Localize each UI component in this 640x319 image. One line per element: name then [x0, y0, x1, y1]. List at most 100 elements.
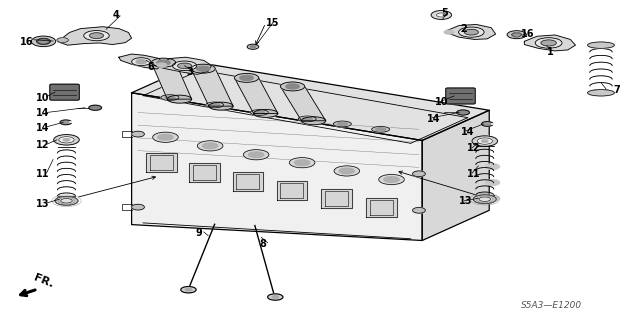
Ellipse shape	[63, 138, 70, 141]
Text: 11: 11	[467, 169, 481, 179]
Ellipse shape	[250, 46, 255, 48]
Text: 7: 7	[614, 85, 621, 95]
Text: 16: 16	[521, 29, 534, 39]
Ellipse shape	[158, 134, 173, 140]
Ellipse shape	[376, 128, 386, 131]
Ellipse shape	[161, 95, 179, 100]
Ellipse shape	[248, 152, 264, 158]
Ellipse shape	[59, 137, 74, 143]
Text: 2: 2	[461, 24, 467, 34]
Polygon shape	[280, 86, 326, 121]
Text: S5A3—E1200: S5A3—E1200	[520, 301, 582, 310]
Ellipse shape	[157, 60, 170, 65]
Ellipse shape	[333, 121, 351, 127]
Text: 6: 6	[148, 63, 154, 72]
Ellipse shape	[84, 31, 109, 41]
Ellipse shape	[444, 30, 454, 34]
Polygon shape	[422, 110, 489, 241]
Ellipse shape	[234, 73, 259, 82]
Ellipse shape	[372, 126, 390, 132]
Text: 1: 1	[547, 47, 554, 56]
Ellipse shape	[272, 296, 278, 298]
Polygon shape	[157, 57, 211, 74]
Ellipse shape	[384, 177, 399, 182]
Ellipse shape	[132, 204, 145, 210]
Ellipse shape	[205, 102, 223, 108]
Ellipse shape	[459, 27, 484, 37]
Ellipse shape	[289, 158, 315, 168]
Text: 14: 14	[461, 127, 474, 137]
Ellipse shape	[168, 95, 191, 103]
Ellipse shape	[436, 13, 446, 17]
Text: 5: 5	[442, 8, 448, 19]
Polygon shape	[189, 163, 220, 182]
Text: FR.: FR.	[33, 273, 56, 290]
Ellipse shape	[481, 122, 493, 126]
Polygon shape	[147, 153, 177, 172]
Text: 11: 11	[36, 169, 49, 179]
Ellipse shape	[55, 196, 78, 205]
Ellipse shape	[247, 44, 259, 49]
Ellipse shape	[197, 141, 223, 151]
Ellipse shape	[472, 136, 497, 146]
Ellipse shape	[157, 63, 167, 67]
Text: 14: 14	[36, 123, 49, 133]
Text: 12: 12	[36, 140, 49, 150]
Ellipse shape	[302, 117, 312, 121]
Polygon shape	[524, 35, 575, 51]
Polygon shape	[366, 197, 397, 217]
Ellipse shape	[54, 135, 79, 145]
Ellipse shape	[588, 42, 614, 48]
Ellipse shape	[185, 288, 191, 291]
Text: 13: 13	[36, 199, 49, 209]
Ellipse shape	[485, 164, 499, 169]
Ellipse shape	[541, 40, 556, 46]
Ellipse shape	[457, 110, 469, 115]
Text: 15: 15	[266, 18, 279, 28]
Ellipse shape	[165, 96, 175, 99]
FancyBboxPatch shape	[50, 84, 79, 100]
Polygon shape	[448, 25, 495, 40]
Polygon shape	[119, 54, 164, 69]
Ellipse shape	[196, 66, 210, 71]
Ellipse shape	[180, 286, 196, 293]
Ellipse shape	[240, 75, 253, 80]
Text: 10: 10	[435, 97, 449, 107]
Text: 14: 14	[36, 108, 49, 118]
Ellipse shape	[90, 33, 104, 39]
Polygon shape	[58, 27, 132, 45]
Ellipse shape	[507, 31, 526, 39]
Ellipse shape	[588, 90, 614, 96]
Ellipse shape	[202, 143, 218, 149]
Text: 16: 16	[20, 37, 33, 47]
Text: 4: 4	[113, 10, 119, 20]
Text: 8: 8	[259, 239, 266, 249]
Ellipse shape	[298, 116, 316, 122]
Ellipse shape	[511, 33, 522, 37]
Ellipse shape	[485, 180, 499, 185]
Ellipse shape	[268, 294, 283, 300]
Ellipse shape	[535, 38, 562, 48]
Polygon shape	[321, 189, 352, 208]
Ellipse shape	[473, 195, 496, 204]
Ellipse shape	[431, 11, 452, 19]
Ellipse shape	[36, 38, 51, 44]
Ellipse shape	[481, 140, 488, 142]
Ellipse shape	[152, 58, 175, 67]
Polygon shape	[232, 172, 263, 191]
Polygon shape	[152, 63, 191, 99]
Polygon shape	[132, 93, 422, 241]
Ellipse shape	[61, 198, 72, 203]
Ellipse shape	[209, 102, 233, 110]
Ellipse shape	[250, 110, 268, 115]
Ellipse shape	[465, 29, 478, 35]
Ellipse shape	[243, 150, 269, 160]
Ellipse shape	[57, 38, 68, 42]
Text: 9: 9	[195, 227, 202, 238]
Ellipse shape	[173, 61, 196, 70]
FancyBboxPatch shape	[446, 88, 475, 104]
Text: 3: 3	[186, 67, 193, 77]
Ellipse shape	[413, 171, 426, 177]
Ellipse shape	[294, 160, 310, 166]
Text: 10: 10	[36, 93, 49, 103]
